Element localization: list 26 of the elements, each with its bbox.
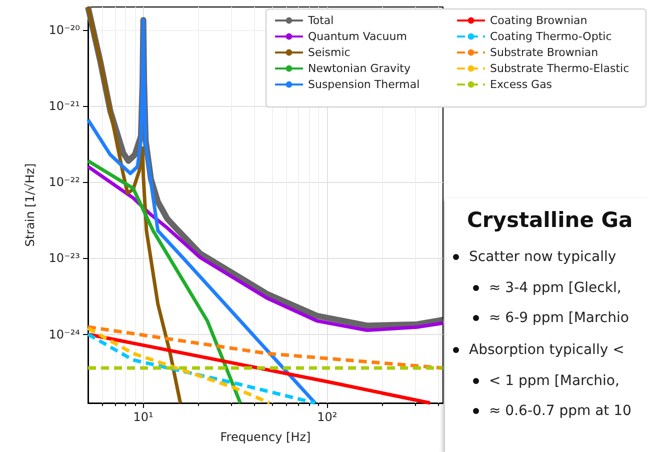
y-tick-label: 10⁻²³: [48, 251, 80, 266]
legend-label: Substrate Brownian: [490, 46, 598, 59]
text: < 1 ppm [Marchio,: [489, 373, 620, 389]
legend-label: Suspension Thermal: [308, 78, 420, 91]
text: Absorption typically <: [469, 342, 624, 358]
x-tick-label: 10²: [317, 410, 338, 424]
legend-label: Seismic: [308, 46, 350, 59]
legend-label: Newtonian Gravity: [308, 62, 411, 75]
text: ≈ 3-4 ppm [Gleckl,: [489, 280, 622, 296]
legend-label: Coating Thermo-Optic: [490, 30, 612, 43]
text: ≈ 0.6-0.7 ppm at 10: [489, 403, 632, 419]
legend-label: Substrate Thermo-Elastic: [490, 62, 630, 75]
x-axis-title: Frequency [Hz]: [220, 430, 311, 444]
legend-label: Coating Brownian: [490, 14, 588, 27]
legend-label: Total: [307, 14, 334, 27]
y-tick-label: 10⁻²⁰: [48, 22, 80, 37]
legend-label: Excess Gas: [490, 78, 552, 91]
y-tick-label: 10⁻²¹: [48, 99, 80, 113]
text: ≈ 6-9 ppm [Marchio: [489, 310, 629, 326]
y-tick-label: 10⁻²⁴: [48, 327, 80, 342]
y-axis-title: Strain [1/√Hz]: [23, 163, 37, 247]
legend-label: Quantum Vacuum: [308, 30, 407, 43]
y-tick-label: 10⁻²²: [48, 175, 80, 190]
text: Scatter now typically: [469, 248, 616, 264]
x-tick-label: 10¹: [133, 410, 154, 424]
text: Crystalline Ga: [467, 208, 634, 232]
